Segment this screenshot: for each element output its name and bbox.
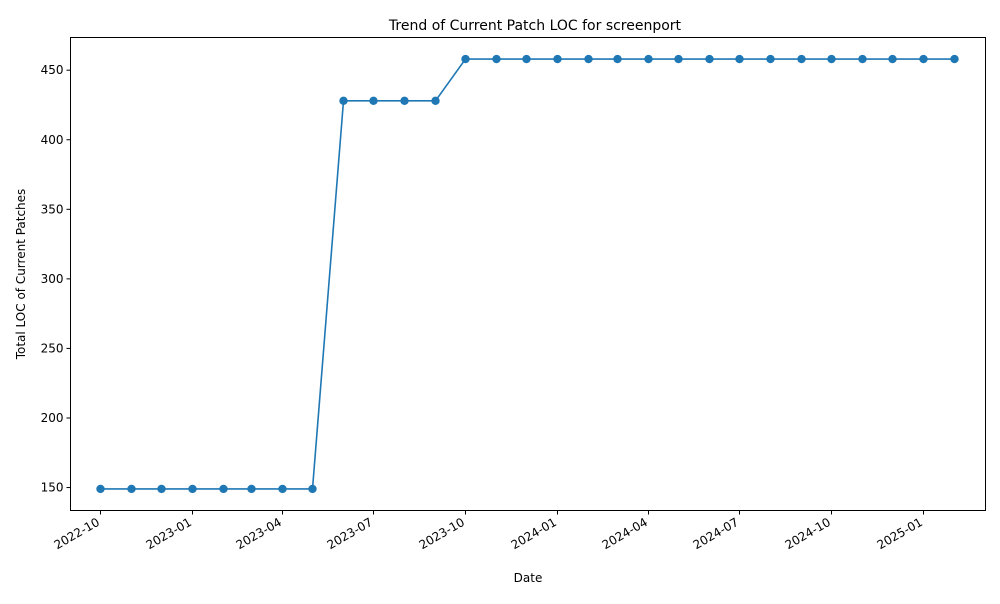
y-tick-label: 200 [41,411,64,425]
data-point [219,484,228,494]
y-tick-label: 400 [41,133,64,147]
data-point [157,484,166,494]
data-point [827,54,836,64]
data-point [888,54,897,64]
data-point [584,54,593,64]
data-point [492,54,501,64]
data-point [278,484,287,494]
data-point [674,54,683,64]
data-point [369,96,378,105]
data-point [400,96,409,105]
data-point [950,54,959,64]
data-point [919,54,928,64]
y-tick-label: 300 [41,272,64,286]
data-point [431,96,440,105]
data-point [127,484,136,494]
y-tick-label: 250 [41,341,64,355]
data-point [461,54,470,64]
data-point [96,484,105,494]
y-tick-label: 450 [41,63,64,77]
data-point [797,54,806,64]
y-axis-label: Total LOC of Current Patches [14,189,28,361]
data-point [188,484,197,494]
data-point [553,54,562,64]
axes-frame [70,37,986,511]
data-point [735,54,744,64]
data-point [644,54,653,64]
data-point [339,96,348,105]
x-axis-label: Date [514,571,543,585]
chart-title: Trend of Current Patch LOC for screenpor… [388,18,682,34]
data-point [766,54,775,64]
y-tick-label: 350 [41,202,64,216]
data-point [247,484,256,494]
data-point [522,54,531,64]
y-tick-label: 150 [41,481,64,495]
data-point [613,54,622,64]
data-point [705,54,714,64]
data-point [308,484,317,494]
data-point [858,54,867,64]
